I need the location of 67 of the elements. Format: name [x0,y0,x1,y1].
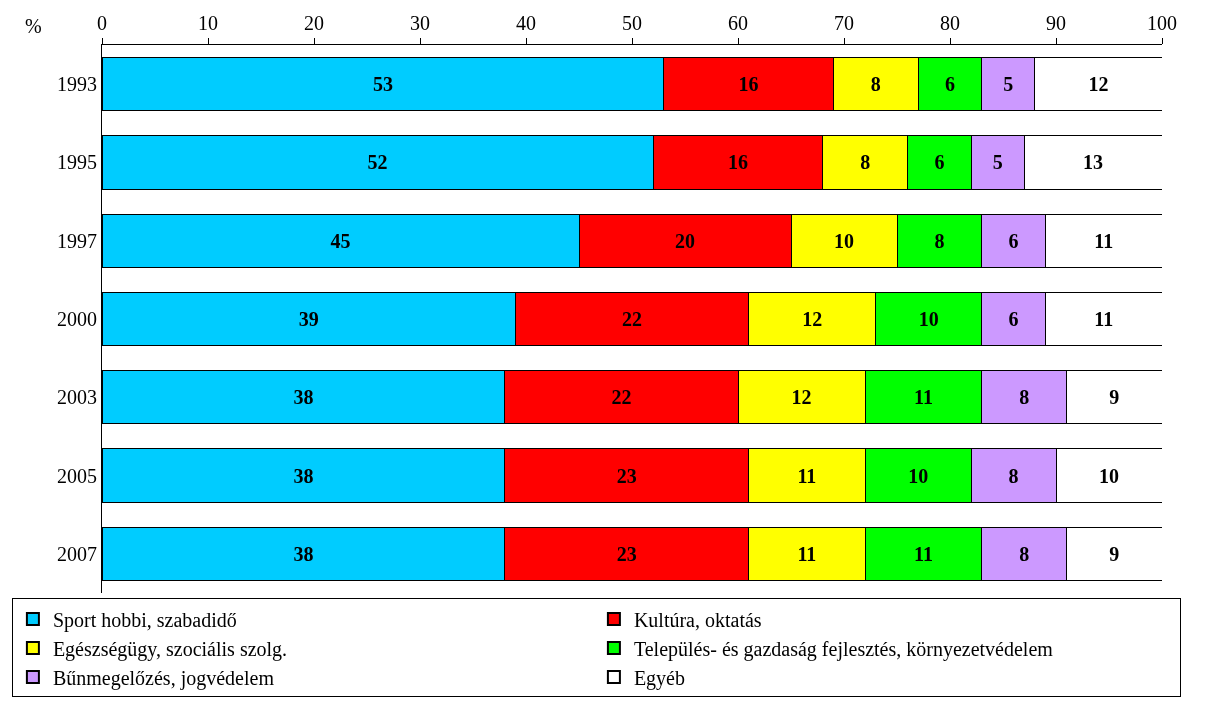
legend-label: Bűnmegelőzés, jogvédelem [52,666,275,690]
x-tick-label: 20 [304,12,324,34]
data-label: 11 [1094,308,1114,330]
data-label: 11 [797,464,817,487]
data-label: 11 [1094,229,1114,252]
legend-label: Sport hobbi, szabadidő [52,608,237,632]
y-tick-label: 2003 [57,386,97,409]
x-axis-title: % [25,15,42,37]
x-tick-label: 10 [198,12,218,34]
data-label: 45 [330,229,351,252]
data-label: 12 [802,308,823,330]
data-label: 8 [870,73,881,96]
data-label: 39 [298,308,319,330]
legend-label: Település- és gazdaság fejlesztés, környezetvédelem [633,637,1054,661]
legend-label: Egészségügy, szociális szolg. [52,637,288,661]
x-tick-label: 60 [728,12,748,34]
y-tick-label: 2005 [57,464,97,487]
y-tick-label: 1993 [57,73,97,96]
data-label: 52 [367,151,388,174]
data-label: 38 [293,386,314,409]
data-label: 9 [1109,386,1120,409]
data-label: 53 [372,73,393,96]
data-label: 5 [992,151,1003,174]
data-label: 11 [914,386,933,409]
data-label: 22 [622,308,642,330]
x-tick-label: 90 [1046,12,1066,34]
y-tick-label: 2007 [57,542,97,565]
data-label: 23 [616,464,637,487]
data-label: 8 [1019,386,1030,409]
data-label: 10 [918,308,939,330]
data-label: 8 [934,229,945,252]
data-label: 11 [797,542,817,565]
data-label: 9 [1109,542,1120,565]
data-label: 16 [738,73,759,96]
data-label: 5 [1003,73,1014,96]
data-label: 12 [1088,73,1109,96]
data-label: 16 [728,151,748,174]
x-tick-label: 50 [622,12,642,34]
data-label: 6 [934,151,945,174]
x-tick-label: 70 [834,12,854,34]
x-tick-label: 30 [410,12,430,34]
y-tick-label: 1995 [57,151,97,174]
x-tick-label: 100 [1147,12,1177,34]
data-label: 38 [293,464,314,487]
data-label: 38 [293,542,314,565]
data-label: 10 [908,464,929,487]
data-label: 12 [791,386,812,409]
data-label: 8 [1008,464,1019,487]
x-tick-label: 0 [97,12,107,34]
data-label: 10 [834,229,854,252]
data-label: 8 [1019,542,1030,565]
y-tick-label: 1997 [57,229,97,252]
data-label: 20 [675,229,695,252]
data-label: 10 [1099,464,1119,487]
data-label: 13 [1083,151,1104,174]
x-tick-label: 80 [940,12,960,34]
data-label: 6 [945,73,955,96]
legend-label: Kultúra, oktatás [633,608,762,631]
data-label: 6 [1008,308,1019,330]
data-label: 23 [616,542,637,565]
legend-label: Egyéb [633,666,685,690]
data-label: 11 [914,542,933,565]
x-tick-label: 40 [516,12,536,34]
data-label: 6 [1008,229,1019,252]
data-label: 8 [860,151,871,174]
y-tick-label: 2000 [57,308,97,330]
data-label: 22 [611,386,632,409]
